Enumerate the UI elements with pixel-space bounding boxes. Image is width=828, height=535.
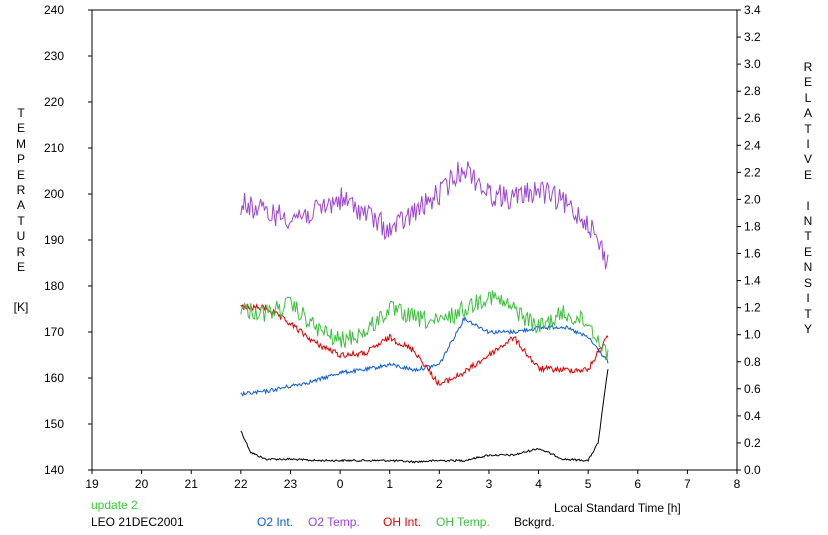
right-axis-tick-label: 2.0	[744, 192, 761, 206]
axis-title-letter: V	[803, 152, 812, 167]
axis-title-letter: E	[803, 167, 812, 182]
x-axis-tick-label: 1	[386, 477, 393, 491]
right-axis-tick-label: 0.4	[744, 409, 761, 423]
x-axis-tick-label: 3	[486, 477, 493, 491]
axis-title-letter: Y	[803, 321, 812, 336]
x-axis-tick-label: 22	[234, 477, 248, 491]
left-axis-tick-label: 230	[44, 49, 64, 63]
x-axis-tick-label: 19	[85, 477, 99, 491]
x-axis-tick-label: 4	[535, 477, 542, 491]
axis-title-letter: T	[804, 306, 812, 321]
right-axis-tick-label: 1.6	[744, 247, 761, 261]
left-axis-tick-label: 160	[44, 371, 64, 385]
left-axis-tick-label: 190	[44, 233, 64, 247]
axis-title-letter: T	[17, 213, 25, 228]
series-line-oh-temp	[240, 290, 609, 361]
x-axis-tick-label: 6	[634, 477, 641, 491]
right-axis-tick-label: 3.4	[744, 3, 761, 17]
series-line-oh-int	[240, 303, 609, 387]
x-axis-tick-label: 21	[185, 477, 199, 491]
right-axis-tick-label: 0.8	[744, 355, 761, 369]
x-axis-tick-label: 0	[337, 477, 344, 491]
right-axis-tick-label: 3.2	[744, 30, 761, 44]
right-axis-tick-label: 1.0	[744, 328, 761, 342]
axis-title-letter: M	[16, 136, 26, 151]
right-axis-tick-label: 0.6	[744, 382, 761, 396]
axis-title-letter	[797, 183, 819, 198]
left-axis-tick-label: 200	[44, 187, 64, 201]
legend-entry: Bckgrd.	[514, 515, 555, 529]
axis-title-letter: E	[16, 260, 25, 275]
right-axis-tick-label: 1.2	[744, 301, 761, 315]
right-axis-tick-label: 1.4	[744, 274, 761, 288]
axis-title-letter: P	[16, 152, 25, 167]
axis-title-letter: R	[16, 244, 26, 259]
station-date-label: LEO 21DEC2001	[91, 515, 184, 529]
left-axis-tick-label: 240	[44, 3, 64, 17]
right-axis-tick-label: 2.4	[744, 138, 761, 152]
right-axis-tick-label: 0.2	[744, 436, 761, 450]
x-axis-tick-label: 7	[684, 477, 691, 491]
axis-title-letter: U	[16, 229, 26, 244]
plot-frame	[91, 9, 738, 471]
axis-title-letter: T	[17, 106, 25, 120]
right-axis-tick-label: 0.0	[744, 463, 761, 477]
x-axis-title: Local Standard Time [h]	[554, 501, 681, 515]
axis-title-letter: E	[803, 75, 812, 90]
legend-entry: O2 Temp.	[308, 515, 360, 529]
x-axis-tick-label: 8	[734, 477, 741, 491]
axis-title-letter: E	[16, 167, 25, 182]
axis-title-letter: A	[803, 106, 812, 121]
series-line-bckgrd	[240, 369, 609, 464]
x-axis-tick-label: 20	[135, 477, 149, 491]
axis-title-letter: I	[806, 137, 810, 152]
axis-title-letter: N	[803, 214, 813, 229]
left-axis-tick-label: 150	[44, 417, 64, 431]
left-axis-tick-label: 180	[44, 279, 64, 293]
axis-title-letter: I	[806, 198, 810, 213]
axis-title-letter: T	[804, 121, 812, 136]
right-axis-tick-label: 2.6	[744, 111, 761, 125]
x-axis-tick-label: 5	[585, 477, 592, 491]
left-axis-tick-label: 210	[44, 141, 64, 155]
right-axis-tick-label: 1.8	[744, 219, 761, 233]
left-axis-tick-label: 220	[44, 95, 64, 109]
axis-title-letter: E	[803, 244, 812, 259]
series-line-o2-temp	[240, 161, 609, 270]
x-axis-tick-label: 23	[284, 477, 298, 491]
axis-title-letter: N	[803, 260, 813, 275]
axis-title-letter: I	[806, 291, 810, 306]
axis-title-letter: S	[803, 275, 812, 290]
left-axis-unit: [K]	[13, 300, 29, 314]
axis-title-letter: R	[16, 183, 26, 198]
axis-title-letter: E	[16, 121, 25, 136]
left-axis-tick-label: 170	[44, 325, 64, 339]
series-line-o2-int	[240, 316, 609, 397]
right-axis-tick-label: 2.2	[744, 165, 761, 179]
legend-entry: OH Int.	[383, 515, 422, 529]
axis-title-letter: R	[803, 60, 813, 74]
x-axis-tick-label: 2	[436, 477, 443, 491]
legend-entry: O2 Int.	[257, 515, 294, 529]
left-axis-tick-label: 140	[44, 463, 64, 477]
axis-title-letter: T	[804, 229, 812, 244]
right-axis-tick-label: 3.0	[744, 57, 761, 71]
axis-title-letter: A	[16, 198, 25, 213]
right-axis-tick-label: 2.8	[744, 84, 761, 98]
legend-entry: OH Temp.	[436, 515, 490, 529]
update-label: update 2	[91, 498, 138, 512]
axis-title-letter: L	[804, 90, 812, 105]
